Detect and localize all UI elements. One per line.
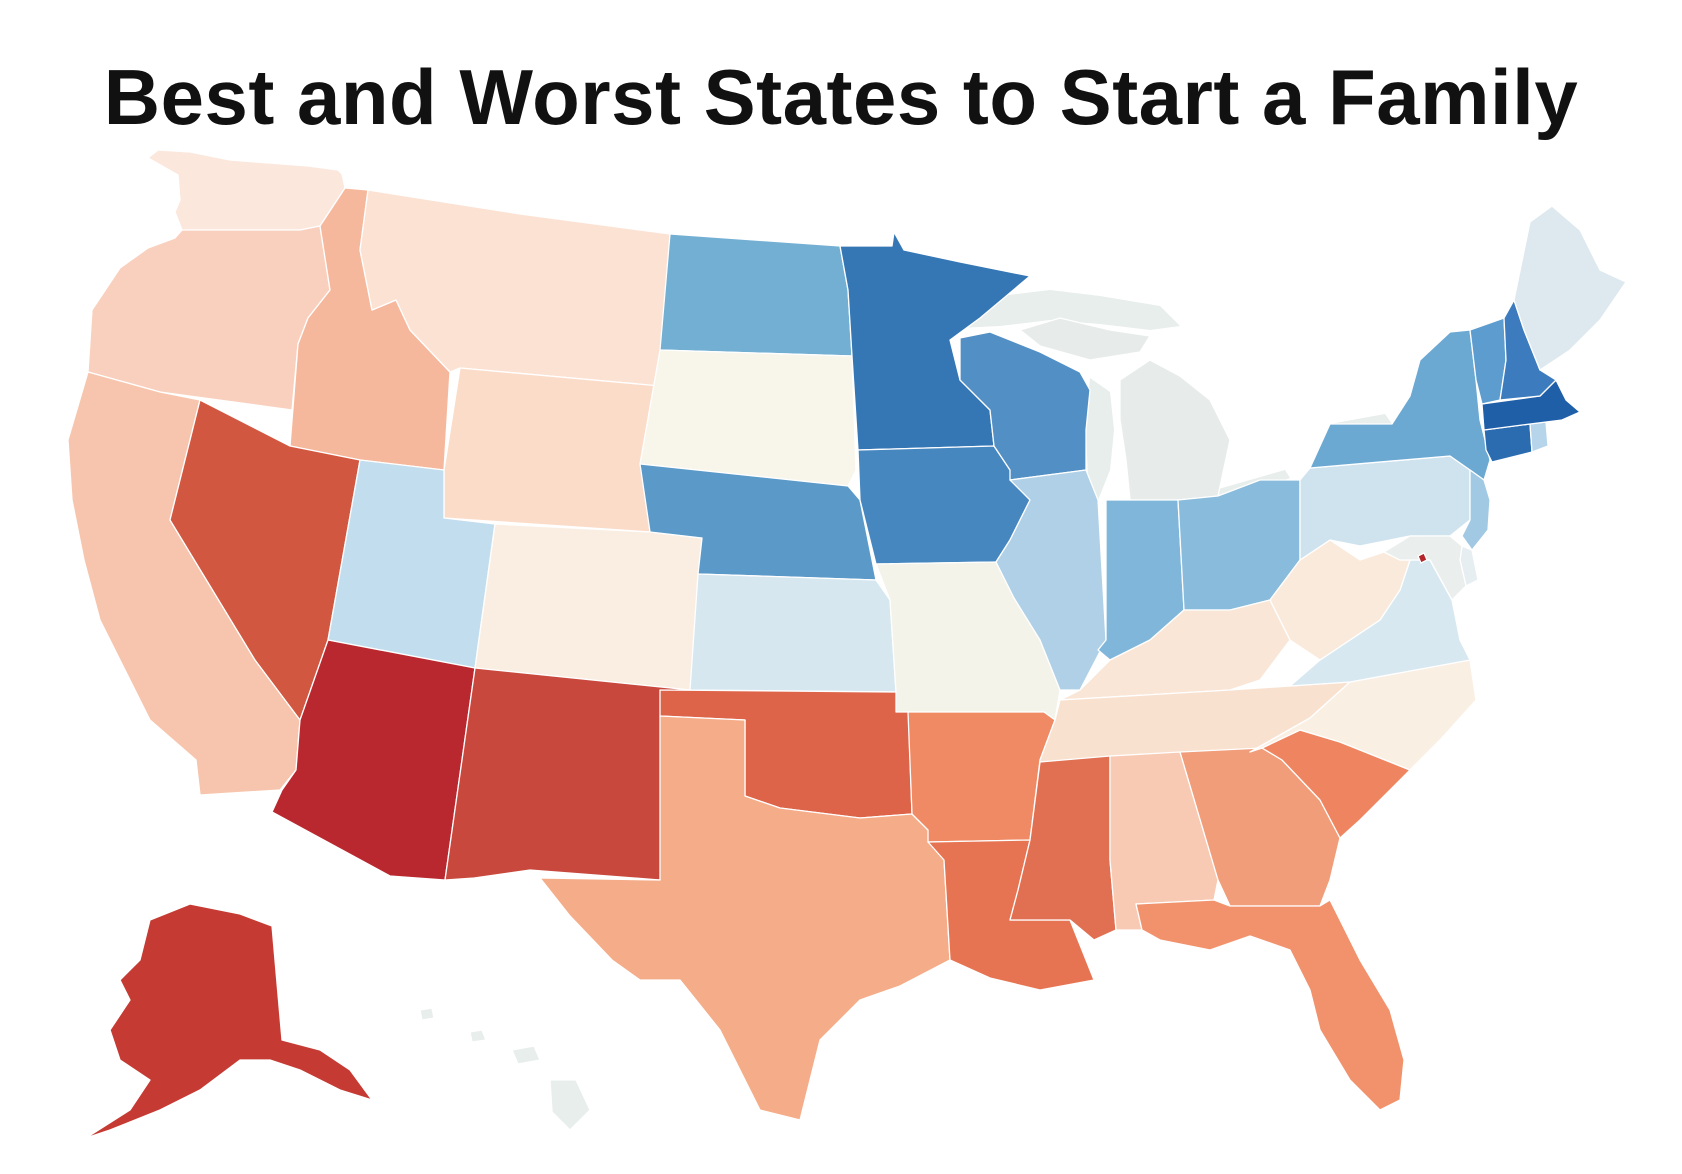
- state-colorado[interactable]: [474, 523, 703, 691]
- state-washington[interactable]: [147, 149, 346, 231]
- lake-michigan: [1086, 378, 1114, 500]
- state-new-york[interactable]: [1309, 329, 1491, 481]
- state-north-carolina[interactable]: [1249, 659, 1477, 771]
- state-montana[interactable]: [359, 189, 671, 387]
- state-illinois[interactable]: [995, 469, 1107, 691]
- lake-superior: [958, 290, 1180, 330]
- state-florida[interactable]: [1135, 899, 1405, 1111]
- state-alaska[interactable]: [85, 903, 373, 1139]
- state-maryland[interactable]: [1383, 535, 1467, 601]
- state-new-jersey[interactable]: [1461, 469, 1491, 551]
- state-dc[interactable]: [1417, 552, 1428, 564]
- state-north-dakota[interactable]: [659, 233, 853, 357]
- state-minnesota[interactable]: [839, 231, 1031, 451]
- state-hawaii[interactable]: [419, 1007, 591, 1131]
- state-south-dakota[interactable]: [639, 349, 857, 487]
- state-texas[interactable]: [539, 715, 951, 1121]
- state-kansas[interactable]: [689, 573, 897, 693]
- state-new-mexico[interactable]: [444, 667, 691, 881]
- state-iowa[interactable]: [857, 445, 1031, 565]
- state-rhode-island[interactable]: [1529, 421, 1549, 453]
- state-maine[interactable]: [1513, 205, 1627, 371]
- page-title: Best and Worst States to Start a Family: [103, 53, 1579, 141]
- state-wyoming[interactable]: [443, 367, 661, 533]
